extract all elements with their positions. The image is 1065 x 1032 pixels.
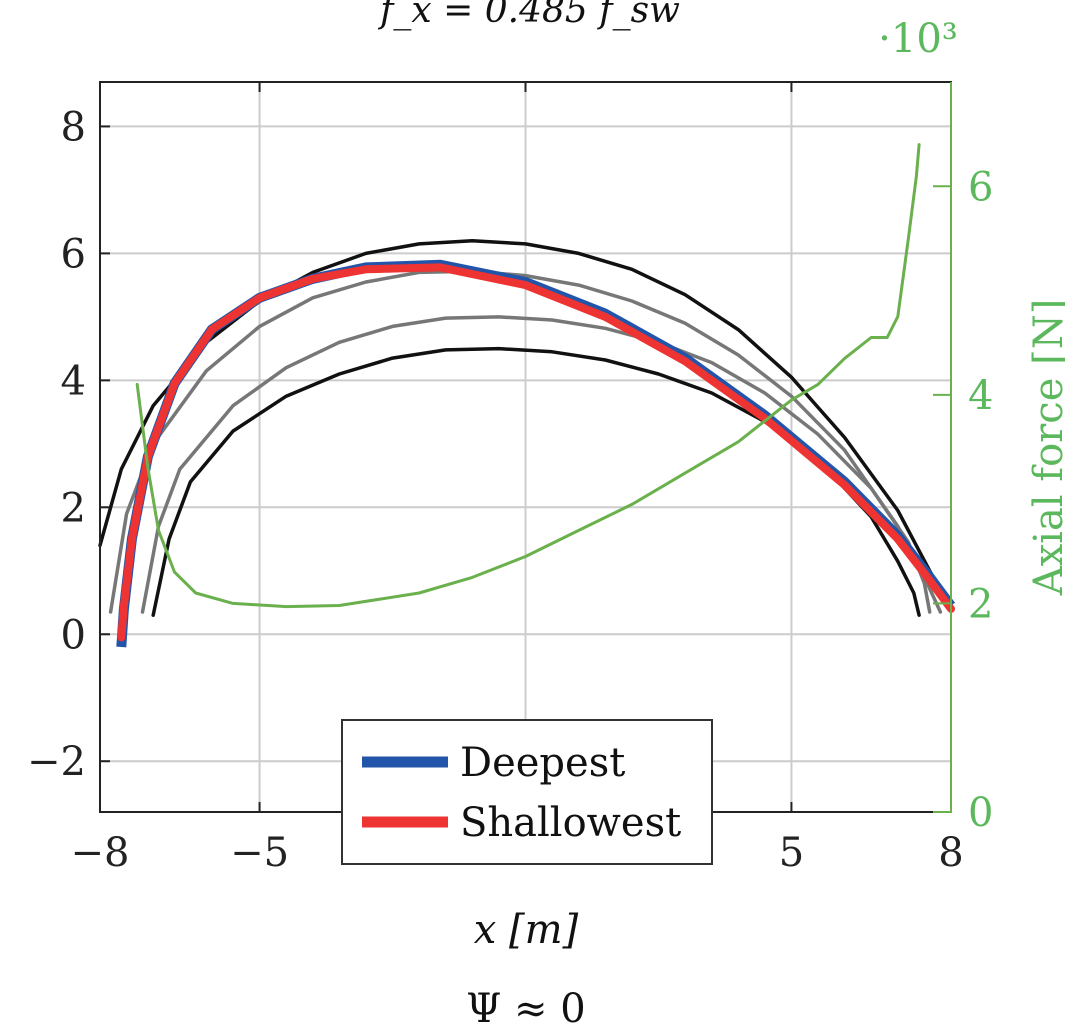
x-axis: −8 −5 5 8 (71, 82, 964, 876)
y-tick-label: 0 (61, 612, 86, 658)
y2-axis-label: Axial force [N] (1026, 299, 1065, 597)
y2-tick-label: 2 (968, 581, 993, 627)
y-tick-label: 4 (61, 358, 86, 404)
x-tick-label: −5 (230, 830, 289, 876)
chart-title: f_x = 0.485 f_sw (377, 0, 680, 31)
y2-axis: 0 2 4 6 (933, 82, 993, 836)
series-layer (98, 143, 956, 648)
series-inner-arch-2 (140, 315, 932, 614)
y2-tick-label: 0 (968, 790, 993, 836)
x-tick-label: 8 (938, 830, 963, 876)
series-inner-arch-1 (108, 269, 943, 614)
legend-label-shallowest: Shallowest (460, 800, 681, 846)
y-axis: −2 0 2 4 6 8 (27, 104, 110, 785)
x-tick-label: −8 (71, 830, 130, 876)
x-axis-label: x [m] (474, 907, 579, 953)
grid (100, 82, 951, 812)
y2-multiplier: ·10³ (878, 16, 958, 62)
y-tick-label: 8 (61, 104, 86, 150)
y2-tick-label: 4 (968, 373, 993, 419)
legend: Deepest Shallowest (341, 719, 713, 865)
caption: Ψ ≈ 0 (466, 986, 585, 1032)
series-outer-arch-bottom (151, 346, 921, 617)
x-tick-label: 5 (779, 830, 804, 876)
legend-label-deepest: Deepest (460, 740, 625, 786)
y-tick-label: 6 (61, 231, 86, 277)
series-axial (135, 143, 921, 609)
series-deepest (116, 259, 956, 648)
legend-box (341, 719, 713, 865)
y-tick-label: 2 (61, 485, 86, 531)
y2-tick-label: 6 (968, 164, 993, 210)
series-shallowest (117, 263, 955, 642)
y-tick-label: −2 (27, 739, 86, 785)
